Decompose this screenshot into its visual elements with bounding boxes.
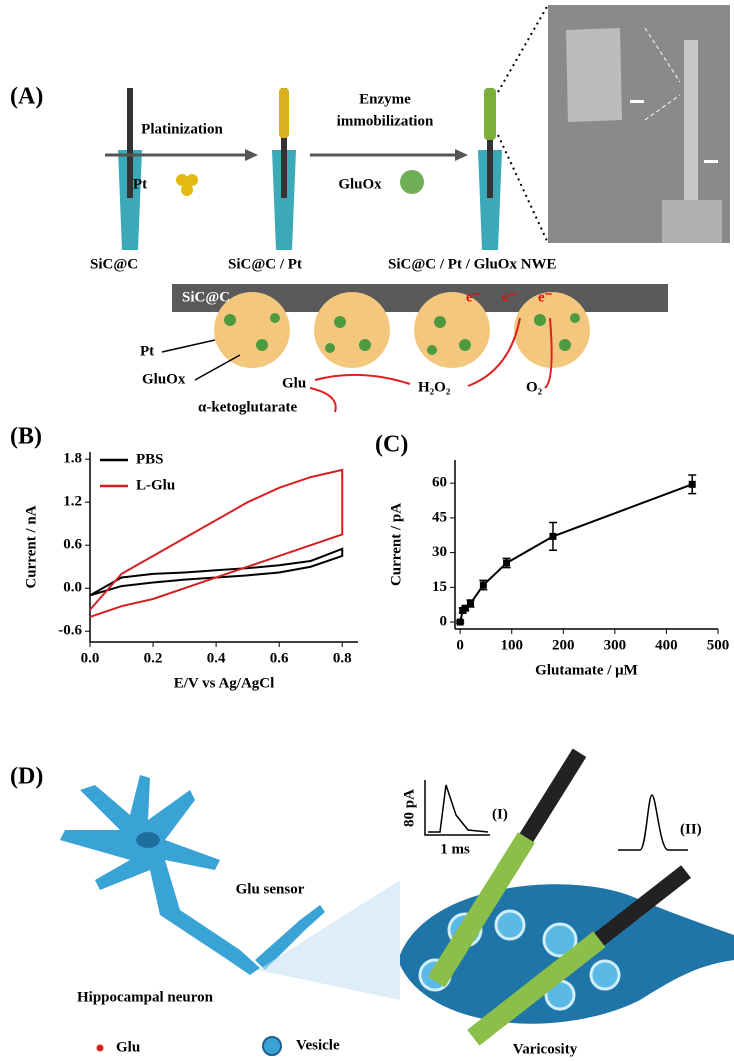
electrode [272,88,296,250]
legend-label: PBS [136,451,164,467]
label: GluOx [142,371,186,387]
data-line [460,484,692,622]
marker [503,560,510,567]
trace-label: (II) [680,821,702,837]
data-line [90,470,342,617]
x-tick-label: 0.0 [81,650,100,666]
y-tick-label: 0.0 [63,580,82,596]
gluox-icon [400,170,424,194]
x-tick-label: 0.2 [144,650,163,666]
electrode-label: SiC@C / Pt [228,256,302,272]
step-label: Enzyme [359,91,411,107]
panel-a: (A) Platinization Enzyme immobilization … [10,5,730,415]
y-tick-label: 30 [432,544,447,560]
y-axis-label: Current / pA [388,503,404,586]
y-tick-label: 1.8 [63,451,82,467]
pt-icon [176,174,198,196]
substrate-label: SiC@C [182,289,230,305]
legend-label: Vesicle [296,1037,340,1053]
x-tick-label: 100 [500,637,523,653]
y-tick-label: 1.2 [63,494,82,510]
marker [549,533,556,540]
marker [467,600,474,607]
marker [689,481,696,488]
label: O₂ [526,379,543,395]
panel-label: (A) [10,84,43,110]
x-tick-label: 300 [604,637,627,653]
step-label: immobilization [337,113,434,129]
y-tick-label: 0.6 [63,537,82,553]
electrode-label: SiC@C [90,256,138,272]
label: H₂O₂ [418,379,451,395]
legend-label: Glu [116,1039,140,1055]
panel-label: (B) [10,424,42,450]
reagent-label: GluOx [338,176,382,192]
electron-label: e⁻ [466,289,481,305]
x-axis-label: E/V vs Ag/AgCl [174,675,275,691]
marker [480,582,487,589]
label: α-ketoglutarate [198,399,298,415]
sem-image [548,5,730,243]
mechanism: SiC@C e⁻ e⁻ e⁻ Pt GluOx Glu H₂O₂ O₂ α-ke… [140,284,668,415]
y-tick-label: -0.6 [58,623,82,639]
electron-label: e⁻ [538,289,553,305]
electrode-label: SiC@C / Pt / GluOx NWE [388,256,557,272]
data-line [90,549,342,596]
scale-label: 1 ms [440,841,470,857]
y-tick-label: 45 [432,509,447,525]
y-tick-label: 0 [440,613,448,629]
scale-label: 80 pA [401,789,417,827]
x-tick-label: 0.4 [207,650,226,666]
sensor-label: Glu sensor [236,881,305,897]
panel-d: (D) 80 pA 1 ms (I) (II) Glu sensor Hippo… [10,747,734,1057]
reagent-label: Pt [133,176,147,192]
step-label: Platinization [141,121,223,137]
panel-label: (D) [10,764,43,790]
x-tick-label: 0 [456,637,464,653]
electron-label: e⁻ [502,289,517,305]
trace-label: (I) [492,806,508,822]
x-tick-label: 0.8 [333,650,352,666]
y-tick-label: 15 [432,579,447,595]
legend-label: L-Glu [136,477,175,493]
x-axis-label: Glutamate / μM [535,662,638,678]
x-tick-label: 400 [655,637,678,653]
neuron [60,775,325,975]
y-axis-label: Current / nA [23,505,39,588]
neuron-label: Hippocampal neuron [77,989,214,1005]
x-tick-label: 200 [552,637,575,653]
x-tick-label: 500 [707,637,730,653]
figure: (A) Platinization Enzyme immobilization … [0,0,734,1062]
x-tick-label: 0.6 [270,650,289,666]
y-tick-label: 60 [432,475,447,491]
varicosity [400,747,734,1045]
varicosity-label: Varicosity [513,1041,578,1057]
label: Glu [282,375,306,391]
electrode [118,88,142,250]
electrode [478,88,502,250]
marker [457,619,464,626]
panel-label: (C) [375,432,408,458]
label: Pt [140,343,154,359]
